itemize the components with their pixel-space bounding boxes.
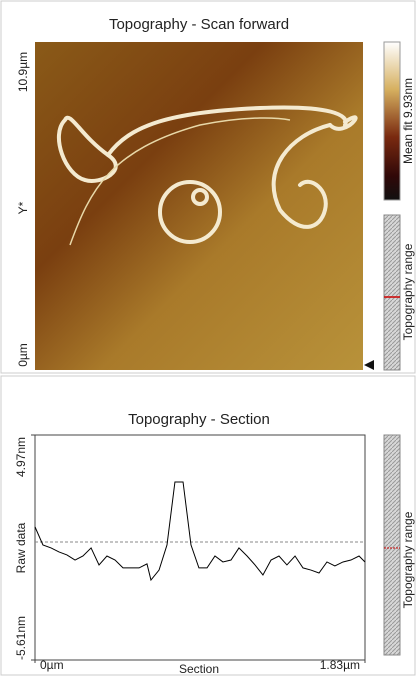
y-bottom-label: 0µm <box>16 343 30 367</box>
page: Topography - Scan forward 10.9µm Y* 0µm … <box>0 0 416 677</box>
range-bar[interactable] <box>384 215 400 370</box>
y-axis-label: Raw data <box>14 522 28 573</box>
topography-image <box>35 42 363 370</box>
plot-area <box>35 435 365 660</box>
screenshot: Topography - Scan forward 10.9µm Y* 0µm … <box>0 0 416 677</box>
range-label: Topography range <box>401 243 415 340</box>
y-axis-label: Y* <box>16 201 30 214</box>
y-top-label: 10.9µm <box>16 52 30 92</box>
range-bar[interactable] <box>384 435 400 655</box>
panel-title: Topography - Scan forward <box>109 16 289 33</box>
chart-title: Topography - Section <box>128 411 270 428</box>
range-label: Topography range <box>401 511 415 608</box>
y-tick-label: -5.61nm <box>14 616 28 660</box>
y-tick-label: 4.97nm <box>14 437 28 477</box>
x-tick-label: 0µm <box>40 658 64 672</box>
x-tick-label: 1.83µm <box>320 658 360 672</box>
colorbar-label: Mean fit 9.93nm <box>401 78 415 164</box>
colorbar <box>384 42 400 200</box>
x-axis-label: Section <box>179 662 219 676</box>
